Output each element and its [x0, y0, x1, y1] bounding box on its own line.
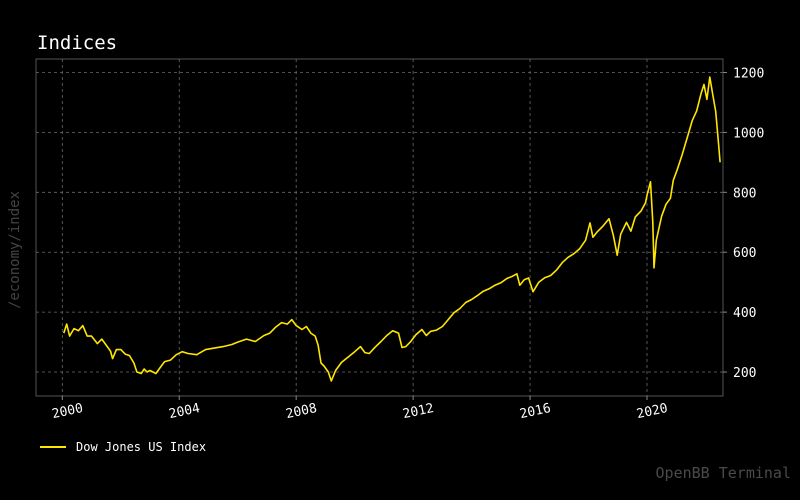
- axis-ticks: 2000 2004 2008 2012 2016 2020 200 400 600 800 1000…: [51, 66, 765, 422]
- corner-watermark: OpenBB Terminal: [655, 464, 791, 482]
- series-layer: [63, 76, 721, 382]
- x-tick-label: 2008: [285, 401, 319, 422]
- chart-title: Indices: [37, 32, 118, 54]
- y-tick-label: 400: [733, 306, 756, 321]
- x-tick-label: 2004: [168, 401, 202, 422]
- y-tick-label: 1000: [733, 126, 764, 141]
- legend: Dow Jones US Index: [40, 440, 206, 454]
- x-tick-label: 2012: [402, 401, 436, 422]
- y-tick-label: 1200: [733, 66, 764, 81]
- plot-frame: [35, 58, 724, 397]
- legend-label: Dow Jones US Index: [76, 440, 207, 454]
- legend-swatch: [40, 446, 66, 448]
- grid: [36, 59, 723, 396]
- x-tick-label: 2000: [51, 401, 85, 422]
- x-tick-label: 2020: [635, 401, 669, 422]
- x-tick-label: 2016: [518, 401, 552, 422]
- y-tick-label: 600: [733, 246, 756, 261]
- series-line: [63, 76, 721, 382]
- y-tick-label: 800: [733, 186, 756, 201]
- y-tick-label: 200: [733, 366, 756, 381]
